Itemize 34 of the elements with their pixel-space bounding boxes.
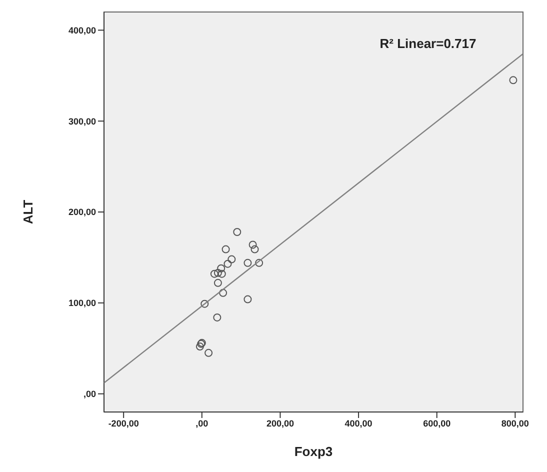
x-tick-label: 200,00 xyxy=(266,418,294,428)
point xyxy=(255,258,264,267)
point xyxy=(224,260,232,268)
point xyxy=(204,348,213,357)
x-axis-title: Foxp3 xyxy=(294,444,333,459)
point xyxy=(233,228,242,236)
y-axis-title: ALT xyxy=(20,200,36,224)
point xyxy=(509,76,518,84)
point xyxy=(200,300,209,308)
point xyxy=(228,255,236,264)
y-tick-label: 300,00 xyxy=(68,116,96,126)
point xyxy=(214,268,222,277)
point xyxy=(210,270,218,278)
x-tick-label: 400,00 xyxy=(344,418,372,428)
y-tick-label: ,00 xyxy=(83,389,96,400)
point xyxy=(218,270,226,278)
x-tick-label: 800,00 xyxy=(501,418,529,428)
point xyxy=(244,295,252,304)
point xyxy=(214,278,222,287)
point xyxy=(217,264,226,272)
x-tick-label: ,00 xyxy=(196,418,208,428)
x-tick-label: 600,00 xyxy=(423,418,451,428)
y-tick-label: 400,00 xyxy=(68,25,96,36)
point xyxy=(196,342,204,351)
point xyxy=(213,313,222,322)
x-tick-label: -200,00 xyxy=(108,418,139,428)
point xyxy=(248,240,257,249)
point xyxy=(219,288,228,297)
point xyxy=(250,245,259,254)
annotation: R² Linear=0.717 xyxy=(380,36,476,51)
y-tick-label: 100,00 xyxy=(68,298,96,308)
point xyxy=(244,258,252,267)
y-tick-label: 200,00 xyxy=(68,207,96,218)
point xyxy=(222,245,230,254)
